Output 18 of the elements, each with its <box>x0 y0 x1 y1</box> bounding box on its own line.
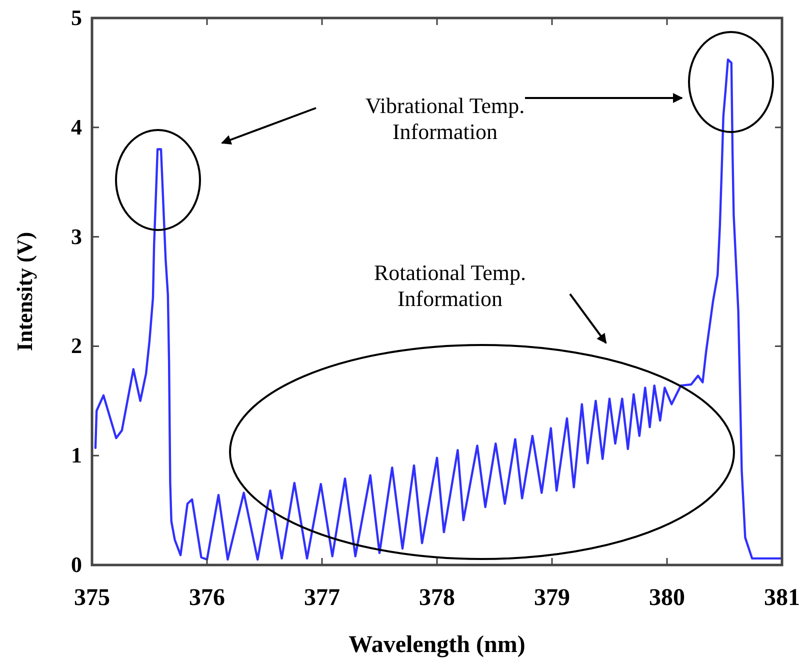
y-axis-title: Intensity (V) <box>12 232 37 352</box>
x-tick-label: 375 <box>74 585 110 611</box>
x-tick-label: 381 <box>764 585 800 611</box>
x-tick-label: 376 <box>189 585 225 611</box>
x-axis-title: Wavelength (nm) <box>348 632 526 658</box>
x-tick-label: 378 <box>419 585 455 611</box>
x-tick-label: 377 <box>304 585 340 611</box>
annotation: Vibrational Temp. Information <box>365 93 525 144</box>
line-series <box>94 58 784 561</box>
x-tick-label: 379 <box>534 585 570 611</box>
y-tick-label: 5 <box>71 5 82 30</box>
y-tick-label: 3 <box>71 224 82 249</box>
y-tick-label: 1 <box>71 442 82 468</box>
y-tick-label: 0 <box>71 552 82 577</box>
annotation: Rotational Temp. Information <box>374 260 526 311</box>
y-tick-label: 4 <box>71 114 82 140</box>
x-tick-label: 380 <box>649 585 685 611</box>
y-tick-label: 2 <box>71 333 82 358</box>
